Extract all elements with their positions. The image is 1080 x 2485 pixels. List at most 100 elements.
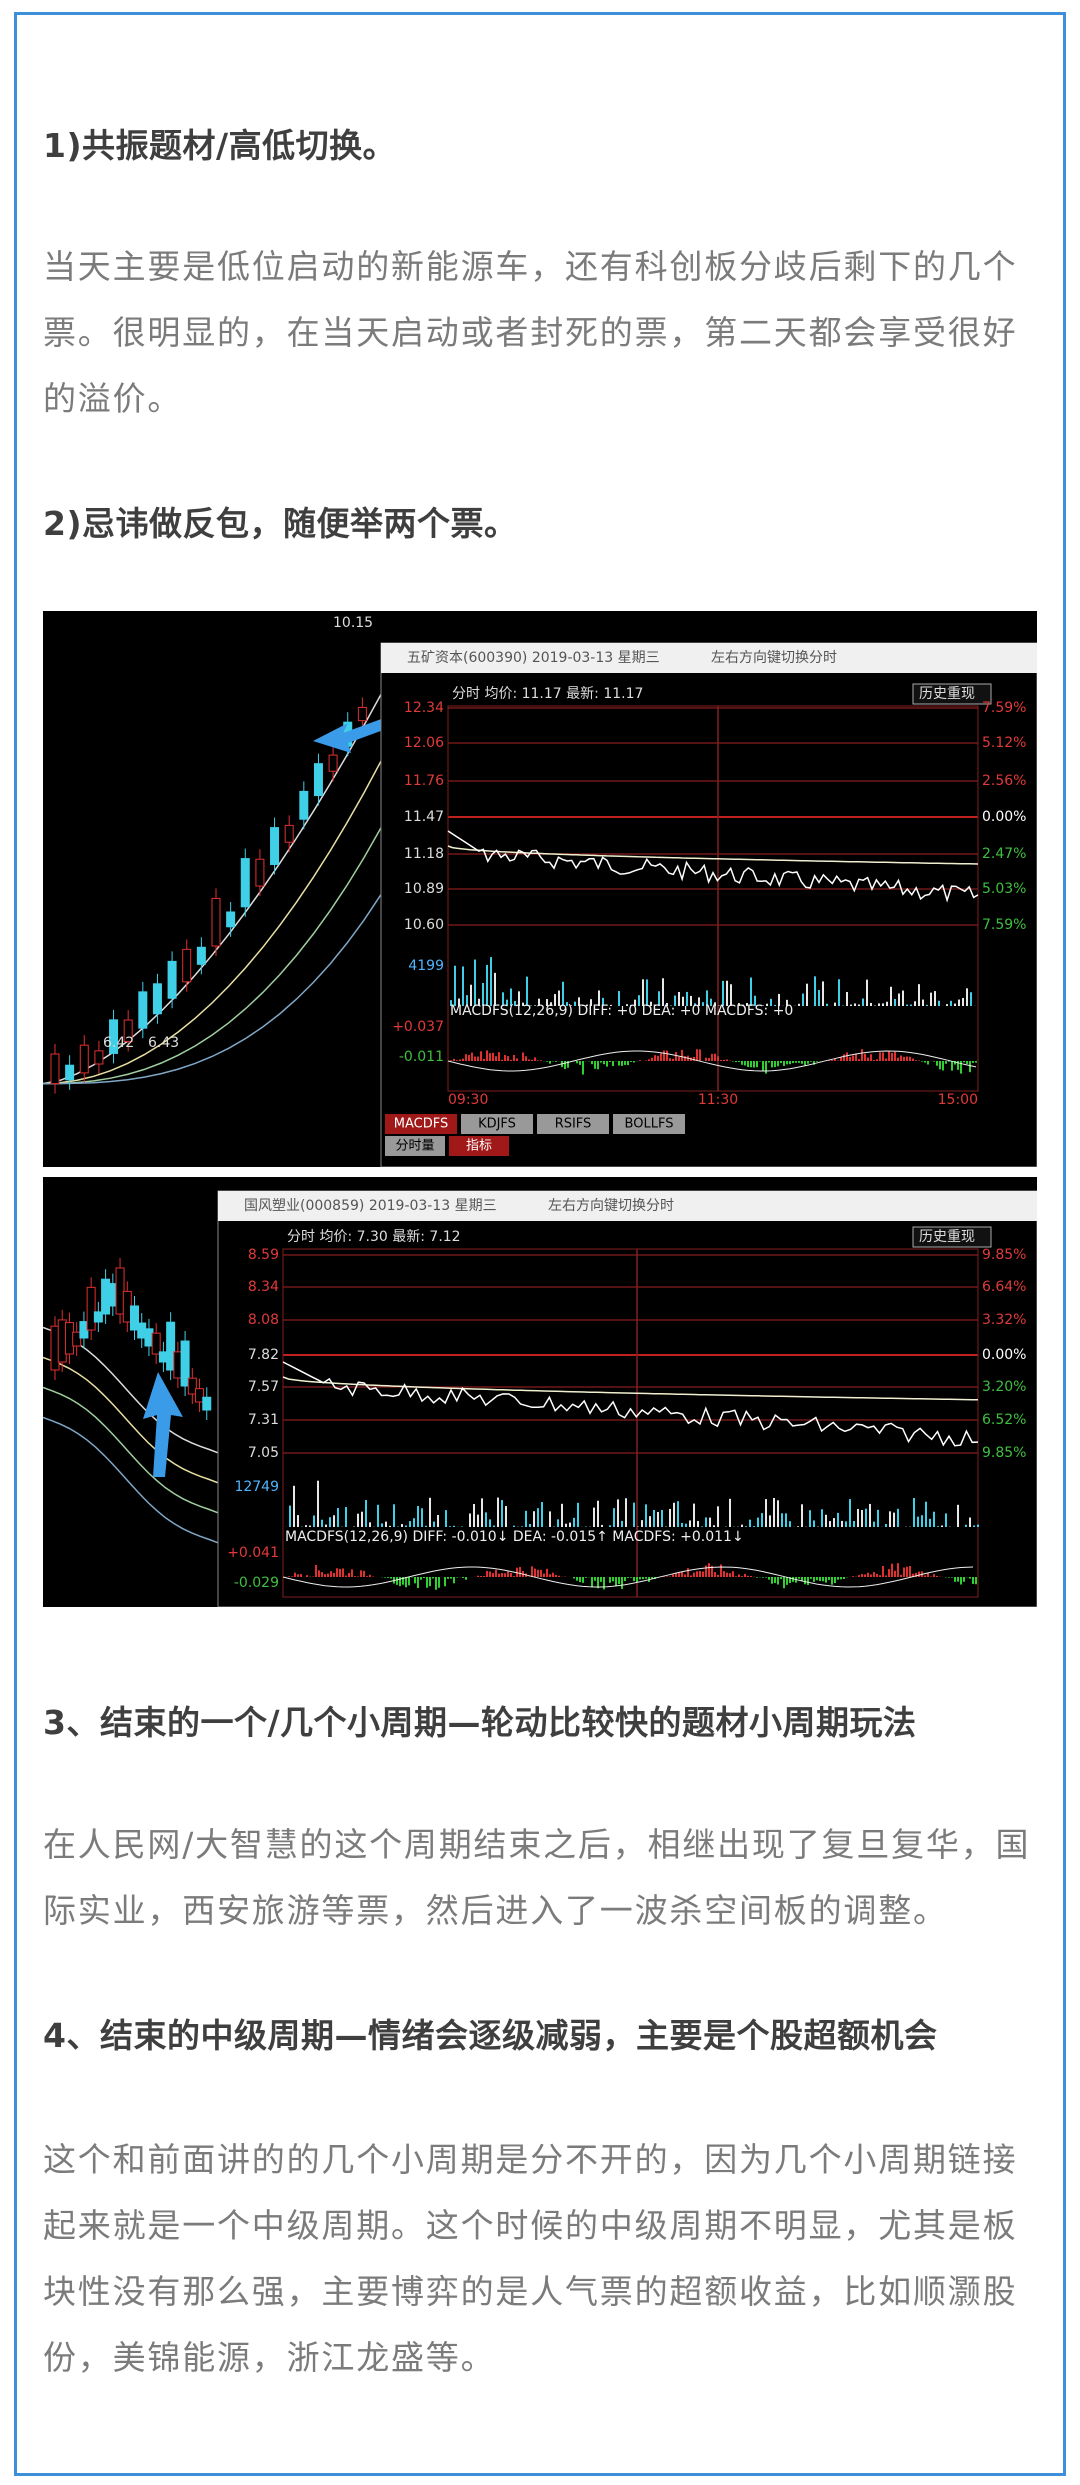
- volume-bar: [494, 972, 496, 1006]
- volume-bar: [682, 996, 684, 1006]
- macd-bar: [807, 1061, 809, 1064]
- macd-bar: [936, 1061, 938, 1066]
- tab-label: MACDFS: [394, 1117, 448, 1132]
- macd-bar: [651, 1057, 653, 1061]
- volume-bar: [882, 1003, 884, 1006]
- volume-bar: [477, 1514, 479, 1527]
- macd-bar: [579, 1577, 581, 1583]
- percent-label: 2.56%: [982, 773, 1026, 789]
- macd-bar: [726, 1059, 728, 1061]
- percent-label: 3.32%: [982, 1312, 1026, 1328]
- macd-bar: [771, 1577, 773, 1584]
- heading: 3、结束的一个/几个小周期—轮动比较快的题材小周期玩法: [43, 1703, 917, 1742]
- volume-bar: [405, 1525, 407, 1527]
- macd-bar: [498, 1052, 500, 1061]
- volume-bar: [293, 1485, 295, 1527]
- volume-bar: [838, 979, 840, 1006]
- macd-scale: -0.029: [234, 1575, 279, 1591]
- volume-bar: [550, 1002, 552, 1006]
- moving-average: [42, 1386, 219, 1514]
- macd-bar: [909, 1566, 911, 1577]
- volume-bar: [862, 998, 864, 1006]
- macd-bar: [336, 1568, 338, 1577]
- macd-bar: [825, 1577, 827, 1583]
- macd-bar: [915, 1060, 917, 1061]
- volume-bar: [690, 995, 692, 1006]
- candle: [313, 763, 323, 797]
- volume-bar: [610, 1004, 612, 1006]
- macd-bar: [882, 1565, 884, 1577]
- time-label: 11:30: [698, 1092, 738, 1108]
- volume-bar: [878, 1003, 880, 1006]
- volume-bar: [445, 1510, 447, 1527]
- tab-label: RSIFS: [555, 1117, 592, 1132]
- tab: [449, 1136, 509, 1156]
- macd-bar: [867, 1572, 869, 1577]
- macd-bar: [900, 1574, 902, 1577]
- tab-label: 分时量: [395, 1139, 434, 1154]
- volume-bar: [321, 1519, 323, 1527]
- macd-bar: [744, 1061, 746, 1066]
- macd-bar: [609, 1577, 611, 1583]
- macd-bar: [828, 1577, 830, 1580]
- macd-bar: [867, 1057, 869, 1061]
- volume-bar: [417, 1505, 419, 1527]
- volume-bar: [926, 1004, 928, 1006]
- volume-bar: [934, 991, 936, 1006]
- macd-bar: [804, 1577, 806, 1585]
- macd-bar: [975, 1577, 977, 1585]
- macd-bar: [693, 1572, 695, 1577]
- macd-bar: [789, 1061, 791, 1065]
- macd-bar: [363, 1570, 365, 1577]
- percent-label: 5.12%: [982, 735, 1026, 751]
- macd-bar: [636, 1577, 638, 1583]
- tab: [461, 1114, 533, 1134]
- macd-bar: [930, 1576, 932, 1577]
- volume-bar: [693, 1503, 695, 1527]
- replay-button-label: 历史重现: [919, 1229, 975, 1245]
- volume-bar: [582, 1005, 584, 1006]
- macd-bar: [972, 1577, 974, 1585]
- volume-bar: [454, 965, 456, 1006]
- candle: [86, 1286, 96, 1331]
- macd-bar: [699, 1570, 701, 1577]
- macd-bar: [735, 1061, 737, 1063]
- volume-bar: [709, 1517, 711, 1527]
- macd-bar: [597, 1061, 599, 1070]
- moving-average: [42, 760, 382, 1085]
- candle: [357, 706, 367, 722]
- volume-bar: [710, 998, 712, 1006]
- volume-bar: [958, 999, 960, 1006]
- volume-bar: [625, 1498, 627, 1527]
- volume-bar: [537, 1508, 539, 1527]
- macd-bar: [609, 1061, 611, 1063]
- macd-bar: [870, 1054, 872, 1061]
- macd-bar: [597, 1577, 599, 1589]
- macd-bar: [555, 1574, 557, 1577]
- macd-bar: [660, 1053, 662, 1061]
- volume-bar: [425, 1525, 427, 1527]
- macd-bar: [894, 1570, 896, 1577]
- price-label: 8.59: [248, 1247, 279, 1263]
- macd-bar: [747, 1575, 749, 1577]
- volume-bar: [666, 1002, 668, 1006]
- volume-bar: [490, 957, 492, 1006]
- candle: [167, 960, 177, 999]
- macd-bar: [531, 1059, 533, 1061]
- volume-bar: [437, 1515, 439, 1527]
- candle: [166, 1321, 176, 1371]
- macd-bar: [606, 1061, 608, 1067]
- window-title: 五矿资本(600390) 2019-03-13 星期三: [407, 650, 660, 666]
- volume-bar: [413, 1518, 415, 1527]
- candle: [65, 1064, 75, 1081]
- macd-bar: [297, 1574, 299, 1577]
- macd-bar: [948, 1577, 950, 1578]
- price-label: 12.06: [404, 735, 444, 751]
- volume-bar: [833, 1518, 835, 1527]
- volume-bar: [493, 1525, 495, 1527]
- macd-bar: [525, 1056, 527, 1061]
- volume-bar: [809, 1510, 811, 1527]
- volume-bar: [914, 1001, 916, 1006]
- macd-bar: [858, 1059, 860, 1061]
